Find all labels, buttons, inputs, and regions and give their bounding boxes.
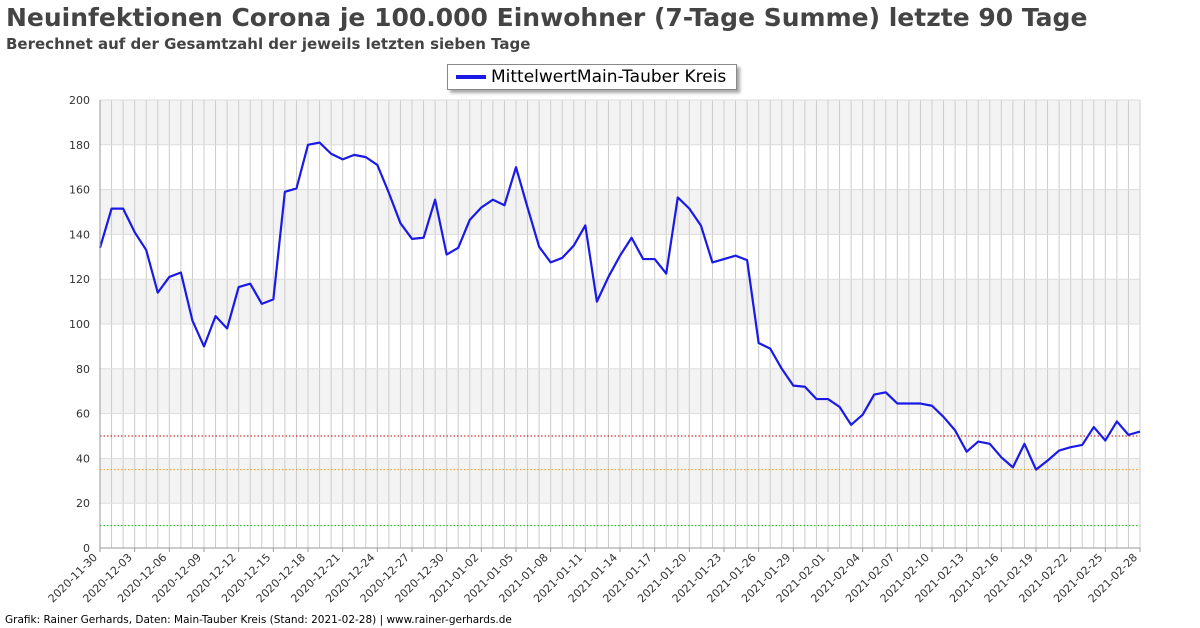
y-tick-label: 140 <box>69 228 90 241</box>
y-tick-label: 40 <box>76 452 90 465</box>
y-tick-label: 20 <box>76 497 90 510</box>
y-axis-ticks: 0 20 40 60 80 100 120 140 160 180 200 <box>69 94 90 555</box>
y-tick-label: 100 <box>69 318 90 331</box>
y-tick-label: 120 <box>69 273 90 286</box>
legend-label: MittelwertMain-Tauber Kreis <box>491 67 727 87</box>
y-tick-label: 160 <box>69 184 90 197</box>
x-axis-ticks: 2020-11-302020-12-032020-12-062020-12-09… <box>46 548 1141 605</box>
y-tick-label: 0 <box>83 542 90 555</box>
legend: MittelwertMain-Tauber Kreis <box>447 64 738 90</box>
y-tick-label: 180 <box>69 139 90 152</box>
y-tick-label: 60 <box>76 408 90 421</box>
legend-swatch <box>456 75 486 79</box>
series-layer <box>98 141 1141 471</box>
y-tick-label: 200 <box>69 94 90 107</box>
chart-subtitle: Berechnet auf der Gesamtzahl der jeweils… <box>6 35 531 53</box>
chart-title: Neuinfektionen Corona je 100.000 Einwohn… <box>6 3 1088 32</box>
footer-credits: Grafik: Rainer Gerhards, Daten: Main-Tau… <box>5 614 512 626</box>
y-tick-label: 80 <box>76 363 90 376</box>
series-line-mittelwert <box>98 141 1141 471</box>
